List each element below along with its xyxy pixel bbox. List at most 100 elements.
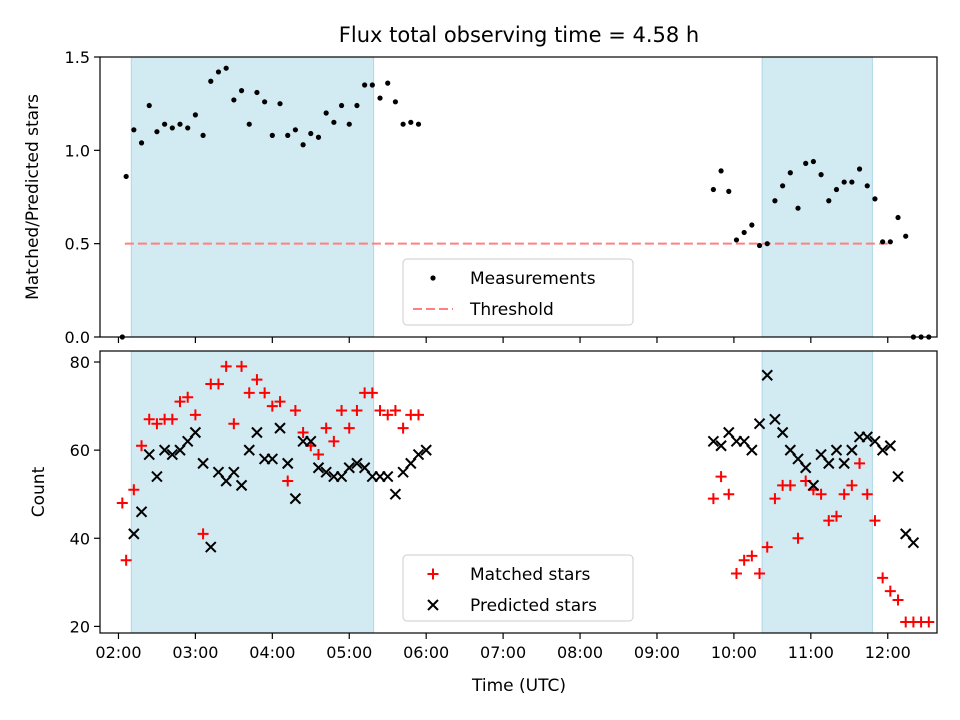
measurement-point xyxy=(741,229,747,236)
matched-star-point xyxy=(738,554,750,566)
measurement-point xyxy=(292,127,299,133)
measurement-point xyxy=(787,170,793,176)
matched-star-point xyxy=(830,510,842,522)
matched-star-point xyxy=(212,378,224,390)
matched-star-point xyxy=(336,404,348,416)
legend-label: Measurements xyxy=(470,269,596,289)
matched-star-point xyxy=(174,396,186,408)
matched-star-point xyxy=(259,387,271,399)
measurement-point xyxy=(169,125,175,131)
y-tick-label: 40 xyxy=(70,529,90,548)
measurement-point xyxy=(772,198,778,204)
matched-star-point xyxy=(815,488,827,500)
predicted-star-point xyxy=(274,422,286,434)
predicted-star-point xyxy=(907,536,920,549)
x-tick-label: 03:00 xyxy=(172,643,218,662)
matched-star-point xyxy=(792,532,804,544)
matched-star-point xyxy=(320,422,332,434)
series-predicted-stars xyxy=(128,369,920,553)
x-tick-label: 12:00 xyxy=(865,643,911,662)
measurement-point xyxy=(810,158,816,165)
matched-star-point xyxy=(236,360,248,372)
matched-star-point xyxy=(861,488,873,500)
predicted-star-point xyxy=(761,369,773,381)
predicted-star-point xyxy=(884,440,897,452)
legend-box xyxy=(402,258,634,326)
measurement-point xyxy=(138,140,145,146)
plot-frame xyxy=(99,56,938,338)
x-tick-label: 04:00 xyxy=(249,643,295,662)
measurement-point xyxy=(238,88,245,94)
series-matched-stars xyxy=(116,360,935,628)
predicted-star-point xyxy=(320,466,332,478)
matched-star-point xyxy=(251,374,263,386)
measurement-point xyxy=(285,132,291,138)
predicted-star-point xyxy=(420,444,432,456)
matched-star-point xyxy=(197,528,209,540)
measurement-point xyxy=(872,196,878,202)
predicted-star-point xyxy=(892,470,904,483)
matched-star-point xyxy=(343,422,355,434)
predicted-star-point xyxy=(846,444,858,456)
measurement-point xyxy=(215,69,222,75)
measurement-point xyxy=(338,102,345,109)
y-tick-label: 1.0 xyxy=(65,141,90,160)
measurement-point xyxy=(246,121,252,127)
measurement-point xyxy=(803,160,809,166)
legend-label: Threshold xyxy=(469,300,554,320)
matched-star-point xyxy=(274,396,286,408)
matched-star-point xyxy=(116,497,128,509)
measurement-point xyxy=(392,99,399,105)
legend: Matched stars Predicted stars xyxy=(402,554,634,622)
measurement-point xyxy=(315,134,322,140)
predicted-star-point xyxy=(243,444,255,456)
measurement-point xyxy=(764,241,770,247)
predicted-star-point xyxy=(412,448,425,461)
count-panel: 20 40 60 80 02:00 03:00 04:00 05:00 06:00 07:00 08… xyxy=(70,350,938,662)
legend-marker-matched xyxy=(427,568,439,580)
measurement-point xyxy=(331,119,337,125)
measurement-point xyxy=(269,132,275,138)
y-tick-label: 20 xyxy=(70,617,90,636)
predicted-star-point xyxy=(228,466,240,478)
matched-star-point xyxy=(297,427,309,439)
matched-star-point xyxy=(846,479,858,491)
observing-window-1 xyxy=(130,350,375,634)
matched-star-point xyxy=(923,616,935,628)
predicted-star-point xyxy=(351,457,363,470)
matched-star-point xyxy=(182,391,194,403)
measurement-point xyxy=(718,168,724,174)
measurement-point xyxy=(795,205,801,211)
predicted-star-point xyxy=(343,462,355,474)
matched-star-point xyxy=(854,457,866,469)
measurement-point xyxy=(223,65,229,71)
matched-star-point xyxy=(754,568,766,580)
measurement-point xyxy=(177,121,183,127)
predicted-star-point xyxy=(158,444,171,456)
measurement-point xyxy=(185,125,191,131)
matched-star-point xyxy=(328,435,340,447)
ratio-panel: 0.0 0.5 1.0 1.5 Measurements Threshold xyxy=(65,48,938,347)
predicted-star-point xyxy=(876,444,889,456)
predicted-star-point xyxy=(707,435,720,448)
predicted-star-point xyxy=(389,488,402,500)
observing-window-1 xyxy=(130,56,375,338)
measurement-point xyxy=(841,179,847,185)
matched-star-point xyxy=(823,515,835,527)
matched-star-point xyxy=(228,418,240,430)
predicted-star-point xyxy=(715,440,727,452)
measurement-point xyxy=(415,121,422,127)
y-tick-label: 0.5 xyxy=(65,235,90,254)
legend-box xyxy=(402,554,634,622)
y-tick-label: 1.5 xyxy=(65,48,90,67)
matched-star-point xyxy=(243,387,255,399)
measurement-point xyxy=(385,80,391,86)
matched-star-point xyxy=(397,422,409,434)
predicted-star-point xyxy=(135,506,148,518)
observing-window-2 xyxy=(761,350,873,634)
predicted-star-point xyxy=(151,470,163,483)
matched-star-point xyxy=(761,541,773,553)
measurement-point xyxy=(154,129,160,135)
predicted-star-point xyxy=(799,462,812,474)
predicted-star-point xyxy=(128,528,140,540)
